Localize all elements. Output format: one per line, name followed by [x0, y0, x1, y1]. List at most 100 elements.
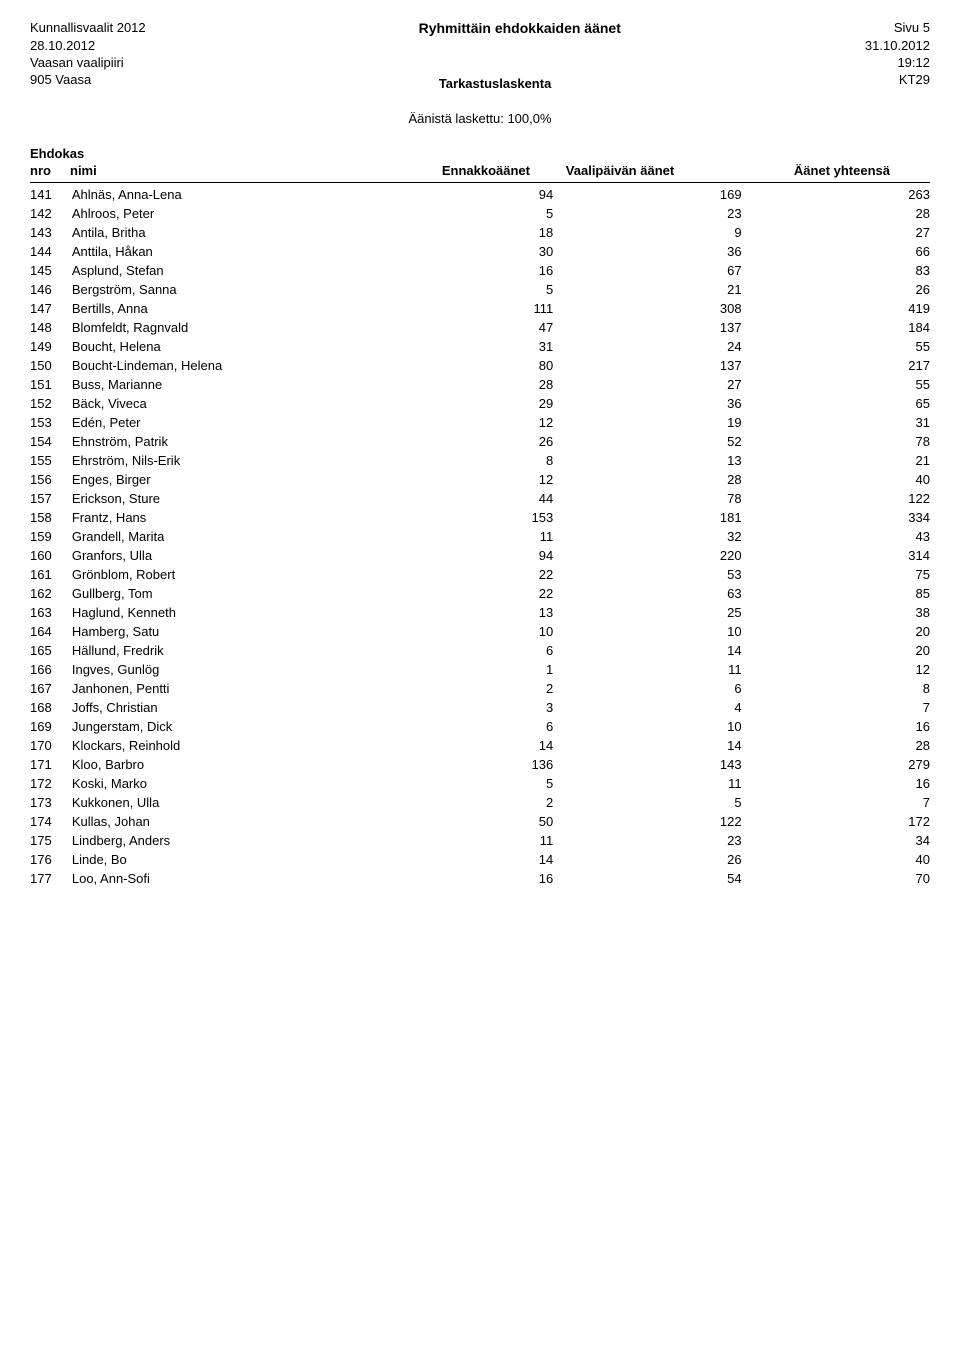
ennakko-value: 5 [365, 774, 553, 793]
ennakko-value: 136 [365, 755, 553, 774]
ennakko-value: 2 [365, 679, 553, 698]
kt-code: KT29 [899, 72, 930, 109]
candidate-name: Edén, Peter [72, 413, 365, 432]
vaalipaivan-value: 14 [553, 736, 741, 755]
yhteensa-value: 83 [742, 261, 930, 280]
yhteensa-value: 66 [742, 242, 930, 261]
candidate-number: 163 [30, 603, 72, 622]
table-row: 166Ingves, Gunlög11112 [30, 660, 930, 679]
candidate-name: Gullberg, Tom [72, 584, 365, 603]
table-row: 170Klockars, Reinhold141428 [30, 736, 930, 755]
candidate-name: Linde, Bo [72, 850, 365, 869]
area-code: 905 Vaasa [30, 72, 91, 109]
candidate-name: Frantz, Hans [72, 508, 365, 527]
yhteensa-value: 263 [742, 185, 930, 204]
candidate-number: 177 [30, 869, 72, 888]
yhteensa-value: 43 [742, 527, 930, 546]
candidate-number: 147 [30, 299, 72, 318]
col-ennakko: Ennakkoäänet [350, 163, 530, 178]
yhteensa-value: 8 [742, 679, 930, 698]
table-row: 143Antila, Britha18927 [30, 223, 930, 242]
yhteensa-value: 85 [742, 584, 930, 603]
candidate-name: Kloo, Barbro [72, 755, 365, 774]
table-row: 176Linde, Bo142640 [30, 850, 930, 869]
candidate-name: Lindberg, Anders [72, 831, 365, 850]
candidate-number: 174 [30, 812, 72, 831]
table-row: 174Kullas, Johan50122172 [30, 812, 930, 831]
ennakko-value: 28 [365, 375, 553, 394]
table-row: 173Kukkonen, Ulla257 [30, 793, 930, 812]
candidate-name: Hällund, Fredrik [72, 641, 365, 660]
ennakko-value: 12 [365, 413, 553, 432]
table-row: 167Janhonen, Pentti268 [30, 679, 930, 698]
table-row: 165Hällund, Fredrik61420 [30, 641, 930, 660]
vaalipaivan-value: 26 [553, 850, 741, 869]
col-vaalipaivan: Vaalipäivän äänet [530, 163, 710, 178]
table-row: 169Jungerstam, Dick61016 [30, 717, 930, 736]
candidate-name: Bergström, Sanna [72, 280, 365, 299]
election-name: Kunnallisvaalit 2012 [30, 20, 146, 36]
table-row: 151Buss, Marianne282755 [30, 375, 930, 394]
candidate-number: 151 [30, 375, 72, 394]
candidate-number: 165 [30, 641, 72, 660]
candidate-number: 145 [30, 261, 72, 280]
candidate-name: Granfors, Ulla [72, 546, 365, 565]
table-row: 145Asplund, Stefan166783 [30, 261, 930, 280]
ehdokas-heading: Ehdokas [30, 146, 930, 161]
yhteensa-value: 27 [742, 223, 930, 242]
ennakko-value: 6 [365, 641, 553, 660]
candidate-number: 150 [30, 356, 72, 375]
candidate-name: Haglund, Kenneth [72, 603, 365, 622]
date-left: 28.10.2012 [30, 38, 95, 53]
vaalipaivan-value: 36 [553, 394, 741, 413]
ennakko-value: 13 [365, 603, 553, 622]
vaalipaivan-value: 23 [553, 831, 741, 850]
vaalipaivan-value: 19 [553, 413, 741, 432]
table-row: 162Gullberg, Tom226385 [30, 584, 930, 603]
ennakko-value: 14 [365, 736, 553, 755]
vaalipaivan-value: 53 [553, 565, 741, 584]
yhteensa-value: 172 [742, 812, 930, 831]
table-row: 175Lindberg, Anders112334 [30, 831, 930, 850]
candidate-number: 142 [30, 204, 72, 223]
candidate-number: 152 [30, 394, 72, 413]
candidate-number: 175 [30, 831, 72, 850]
candidate-name: Antila, Britha [72, 223, 365, 242]
table-row: 161Grönblom, Robert225375 [30, 565, 930, 584]
candidate-number: 153 [30, 413, 72, 432]
candidate-name: Bäck, Viveca [72, 394, 365, 413]
candidate-number: 170 [30, 736, 72, 755]
ennakko-value: 153 [365, 508, 553, 527]
vaalipaivan-value: 25 [553, 603, 741, 622]
yhteensa-value: 34 [742, 831, 930, 850]
vaalipaivan-value: 54 [553, 869, 741, 888]
ennakko-value: 47 [365, 318, 553, 337]
ennakko-value: 1 [365, 660, 553, 679]
ennakko-value: 31 [365, 337, 553, 356]
yhteensa-value: 184 [742, 318, 930, 337]
table-row: 163Haglund, Kenneth132538 [30, 603, 930, 622]
candidate-number: 143 [30, 223, 72, 242]
table-row: 146Bergström, Sanna52126 [30, 280, 930, 299]
candidate-name: Buss, Marianne [72, 375, 365, 394]
table-row: 141Ahlnäs, Anna-Lena94169263 [30, 185, 930, 204]
candidate-name: Boucht, Helena [72, 337, 365, 356]
vaalipaivan-value: 122 [553, 812, 741, 831]
candidate-number: 172 [30, 774, 72, 793]
ennakko-value: 26 [365, 432, 553, 451]
candidate-number: 161 [30, 565, 72, 584]
vaalipaivan-value: 169 [553, 185, 741, 204]
candidate-number: 173 [30, 793, 72, 812]
col-yhteensa: Äänet yhteensä [710, 163, 890, 178]
candidate-name: Joffs, Christian [72, 698, 365, 717]
table-row: 154Ehnström, Patrik265278 [30, 432, 930, 451]
counting-label: Tarkastuslaskenta [91, 76, 899, 91]
candidate-table: 141Ahlnäs, Anna-Lena94169263142Ahlroos, … [30, 185, 930, 888]
vaalipaivan-value: 137 [553, 356, 741, 375]
candidate-name: Grandell, Marita [72, 527, 365, 546]
vaalipaivan-value: 11 [553, 660, 741, 679]
ennakko-value: 12 [365, 470, 553, 489]
table-row: 147Bertills, Anna111308419 [30, 299, 930, 318]
col-nro: nro [30, 163, 70, 178]
yhteensa-value: 16 [742, 717, 930, 736]
